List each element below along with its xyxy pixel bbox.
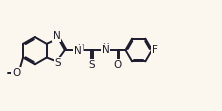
Text: H: H xyxy=(102,43,109,52)
Text: N: N xyxy=(101,45,109,55)
Text: N: N xyxy=(74,46,82,56)
Text: O: O xyxy=(12,68,21,78)
Text: H: H xyxy=(77,44,83,53)
Text: O: O xyxy=(114,60,122,70)
Text: N: N xyxy=(53,31,61,41)
Text: F: F xyxy=(152,45,158,55)
Text: S: S xyxy=(88,60,95,70)
Text: S: S xyxy=(54,58,61,68)
